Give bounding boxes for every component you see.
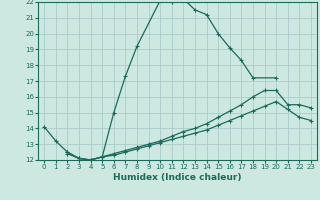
- X-axis label: Humidex (Indice chaleur): Humidex (Indice chaleur): [113, 173, 242, 182]
